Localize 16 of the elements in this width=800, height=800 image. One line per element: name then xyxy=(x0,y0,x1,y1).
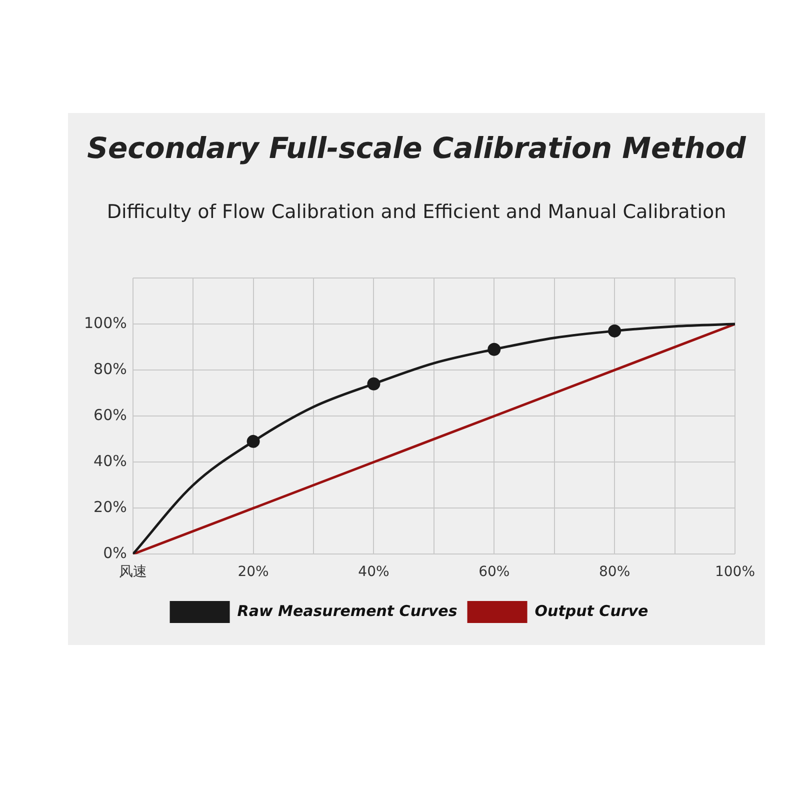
y-tick-label: 60% xyxy=(94,406,127,424)
chart-title: Secondary Full-scale Calibration Method xyxy=(86,131,747,165)
x-tick-label: 40% xyxy=(358,564,390,580)
legend-label: Raw Measurement Curves xyxy=(237,602,458,620)
x-tick-label: 风速 xyxy=(118,564,147,580)
y-tick-label: 100% xyxy=(84,314,127,332)
x-tick-label: 60% xyxy=(478,564,510,580)
x-tick-label: 20% xyxy=(238,564,269,580)
y-tick-label: 20% xyxy=(94,498,127,516)
legend-label: Output Curve xyxy=(534,602,648,620)
y-tick-label: 40% xyxy=(94,452,127,470)
y-tick-label: 80% xyxy=(94,360,127,378)
y-tick-label: 0% xyxy=(103,544,127,562)
x-tick-label: 80% xyxy=(599,564,630,580)
chart-subtitle: Difficulty of Flow Calibration and Efficient and Manual Calibration xyxy=(106,201,728,223)
x-tick-label: 100% xyxy=(714,564,756,580)
